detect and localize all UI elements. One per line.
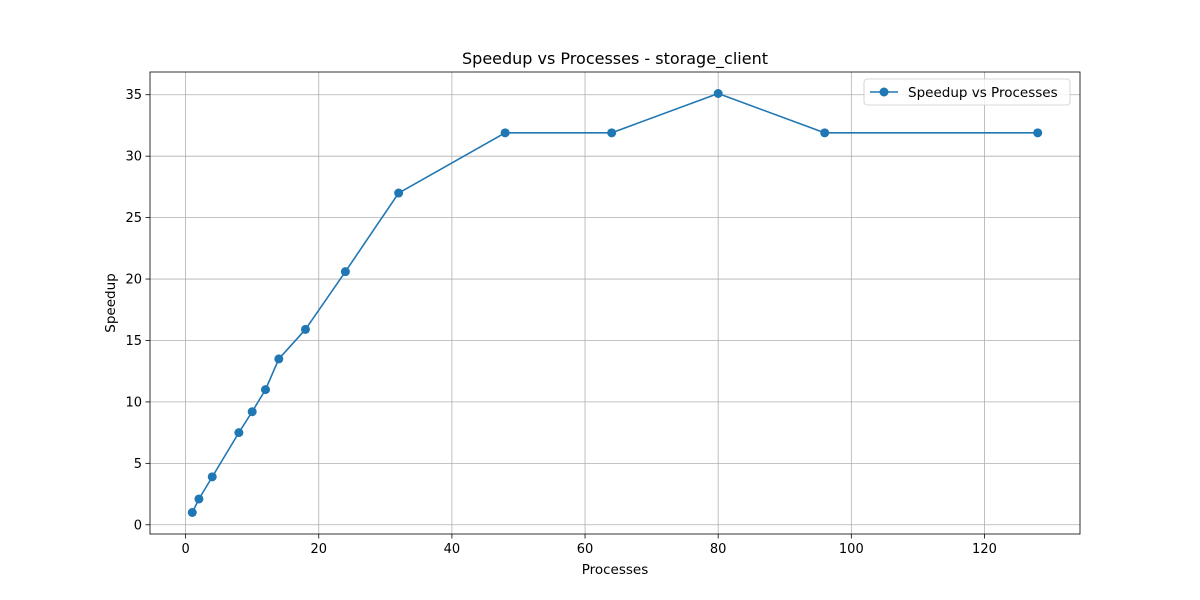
x-tick-label: 100 [839,542,864,557]
legend: Speedup vs Processes [863,78,1071,106]
x-tick-label: 0 [181,542,189,557]
x-axis-label: Processes [582,562,649,578]
data-point [394,188,404,198]
x-tick-label: 60 [577,542,594,557]
y-tick-label: 30 [125,150,142,165]
y-tick-label: 35 [125,88,142,103]
data-point [1033,128,1043,138]
data-point [194,494,204,504]
data-point [207,472,217,482]
series [187,89,1043,517]
data-point [340,267,350,277]
data-point [234,428,244,438]
y-tick-label: 20 [125,273,142,288]
x-tick-label: 40 [444,542,461,557]
data-point [820,128,830,138]
y-axis-label: Speedup [103,273,119,332]
x-tick-label: 20 [310,542,327,557]
x-tick-label: 120 [972,542,997,557]
axis-ticks: 0 20 40 60 80 100 120 0 5 10 15 20 25 30 35 [125,88,996,557]
data-point [500,128,510,138]
chart-title: Speedup vs Processes - storage_client [462,49,768,69]
y-tick-label: 5 [134,457,142,472]
y-tick-label: 10 [125,395,142,410]
legend-marker [879,87,889,97]
x-tick-label: 80 [710,542,727,557]
data-point [607,128,617,138]
y-tick-label: 25 [125,211,142,226]
data-point [187,507,197,517]
y-tick-label: 0 [134,518,142,533]
legend-label: Speedup vs Processes [908,85,1058,101]
data-point [713,89,723,99]
data-point [247,407,257,417]
y-tick-label: 15 [125,334,142,349]
data-point [274,354,284,364]
data-point [300,324,310,334]
legend-box [863,78,1071,106]
grid [150,72,1080,534]
data-point [261,385,271,395]
plot-area-frame [149,71,1081,535]
